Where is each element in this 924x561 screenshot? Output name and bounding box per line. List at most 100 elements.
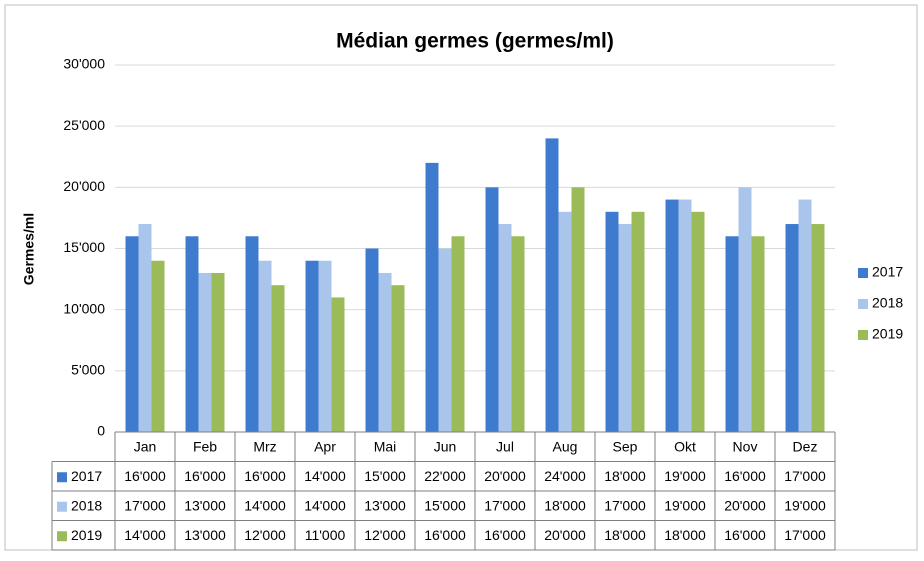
table-value: 15'000 [364, 468, 406, 484]
bar [271, 285, 285, 432]
y-tick-label: 20'000 [63, 178, 105, 194]
table-legend-key [57, 472, 67, 483]
table-value: 20'000 [724, 497, 766, 513]
table-value: 20'000 [544, 527, 586, 543]
bar [211, 272, 225, 432]
bar [125, 236, 139, 432]
table-value: 16'000 [724, 527, 766, 543]
table-value: 18'000 [544, 497, 586, 513]
table-value: 11'000 [305, 527, 346, 543]
bar [451, 236, 465, 432]
table-value: 16'000 [724, 468, 766, 484]
legend-label: 2017 [872, 264, 903, 280]
legend-key [858, 268, 868, 278]
table-value: 14'000 [304, 468, 346, 484]
bar [365, 248, 379, 432]
table-value: 14'000 [244, 497, 286, 513]
y-tick-label: 30'000 [63, 56, 105, 72]
table-series-name: 2018 [71, 497, 102, 513]
table-value: 14'000 [124, 527, 166, 543]
table-value: 18'000 [604, 527, 646, 543]
y-tick-label: 15'000 [63, 239, 105, 255]
x-tick-label: Okt [674, 438, 696, 454]
table-series-name: 2017 [71, 468, 102, 484]
bar [378, 272, 392, 432]
bar [331, 297, 345, 432]
table-value: 12'000 [364, 527, 406, 543]
bar [545, 138, 559, 432]
bar [305, 260, 319, 432]
legend-label: 2018 [872, 295, 903, 311]
x-tick-label: Feb [193, 438, 217, 454]
bar [618, 224, 632, 432]
legend-label: 2019 [872, 326, 903, 342]
table-value: 24'000 [544, 468, 586, 484]
bar [798, 199, 812, 432]
table-value: 16'000 [424, 527, 466, 543]
table-value: 14'000 [304, 497, 346, 513]
table-value: 22'000 [424, 468, 466, 484]
table-value: 19'000 [664, 497, 706, 513]
chart-title: Médian germes (germes/ml) [336, 30, 614, 53]
bar [438, 248, 452, 432]
y-tick-label: 25'000 [63, 117, 105, 133]
bar [151, 260, 165, 432]
x-tick-label: Sep [613, 438, 638, 454]
table-value: 17'000 [124, 497, 166, 513]
x-tick-label: Jul [496, 438, 514, 454]
y-axis-label: Germes/ml [21, 213, 37, 285]
table-legend-key [57, 501, 67, 512]
x-tick-label: Aug [553, 438, 578, 454]
table-value: 17'000 [604, 497, 646, 513]
bar [691, 211, 705, 432]
x-tick-label: Jan [134, 438, 157, 454]
table-value: 13'000 [184, 497, 226, 513]
x-tick-label: Nov [733, 438, 758, 454]
bar [751, 236, 765, 432]
bar [631, 211, 645, 432]
table-value: 16'000 [124, 468, 166, 484]
table-series-name: 2019 [71, 527, 102, 543]
bar [511, 236, 525, 432]
x-tick-label: Dez [793, 438, 818, 454]
bar [571, 187, 585, 432]
x-tick-label: Mrz [253, 438, 276, 454]
y-tick-label: 0 [97, 423, 105, 439]
x-tick-label: Apr [314, 438, 336, 454]
table-value: 16'000 [184, 468, 226, 484]
bar [391, 285, 405, 432]
bar [785, 224, 799, 432]
legend-key [858, 330, 868, 340]
bar [738, 187, 752, 432]
table-value: 20'000 [484, 468, 526, 484]
table-value: 19'000 [664, 468, 706, 484]
x-tick-label: Jun [434, 438, 457, 454]
y-tick-label: 10'000 [63, 300, 105, 316]
bar [678, 199, 692, 432]
bar [245, 236, 259, 432]
bar [258, 260, 272, 432]
table-value: 12'000 [244, 527, 286, 543]
bar [185, 236, 199, 432]
bar [485, 187, 499, 432]
table-value: 17'000 [784, 468, 826, 484]
bar [498, 224, 512, 432]
table-value: 15'000 [424, 497, 466, 513]
table-value: 17'000 [484, 497, 526, 513]
bar [198, 272, 212, 432]
table-value: 13'000 [184, 527, 226, 543]
bar [811, 224, 825, 432]
table-value: 17'000 [784, 527, 826, 543]
table-value: 16'000 [484, 527, 526, 543]
table-value: 13'000 [364, 497, 406, 513]
y-tick-label: 5'000 [71, 362, 105, 378]
table-legend-key [57, 531, 67, 542]
bar [425, 162, 439, 432]
table-value: 18'000 [604, 468, 646, 484]
table-value: 18'000 [664, 527, 706, 543]
legend-key [858, 299, 868, 309]
x-tick-label: Mai [374, 438, 397, 454]
bar [558, 211, 572, 432]
table-value: 19'000 [784, 497, 826, 513]
